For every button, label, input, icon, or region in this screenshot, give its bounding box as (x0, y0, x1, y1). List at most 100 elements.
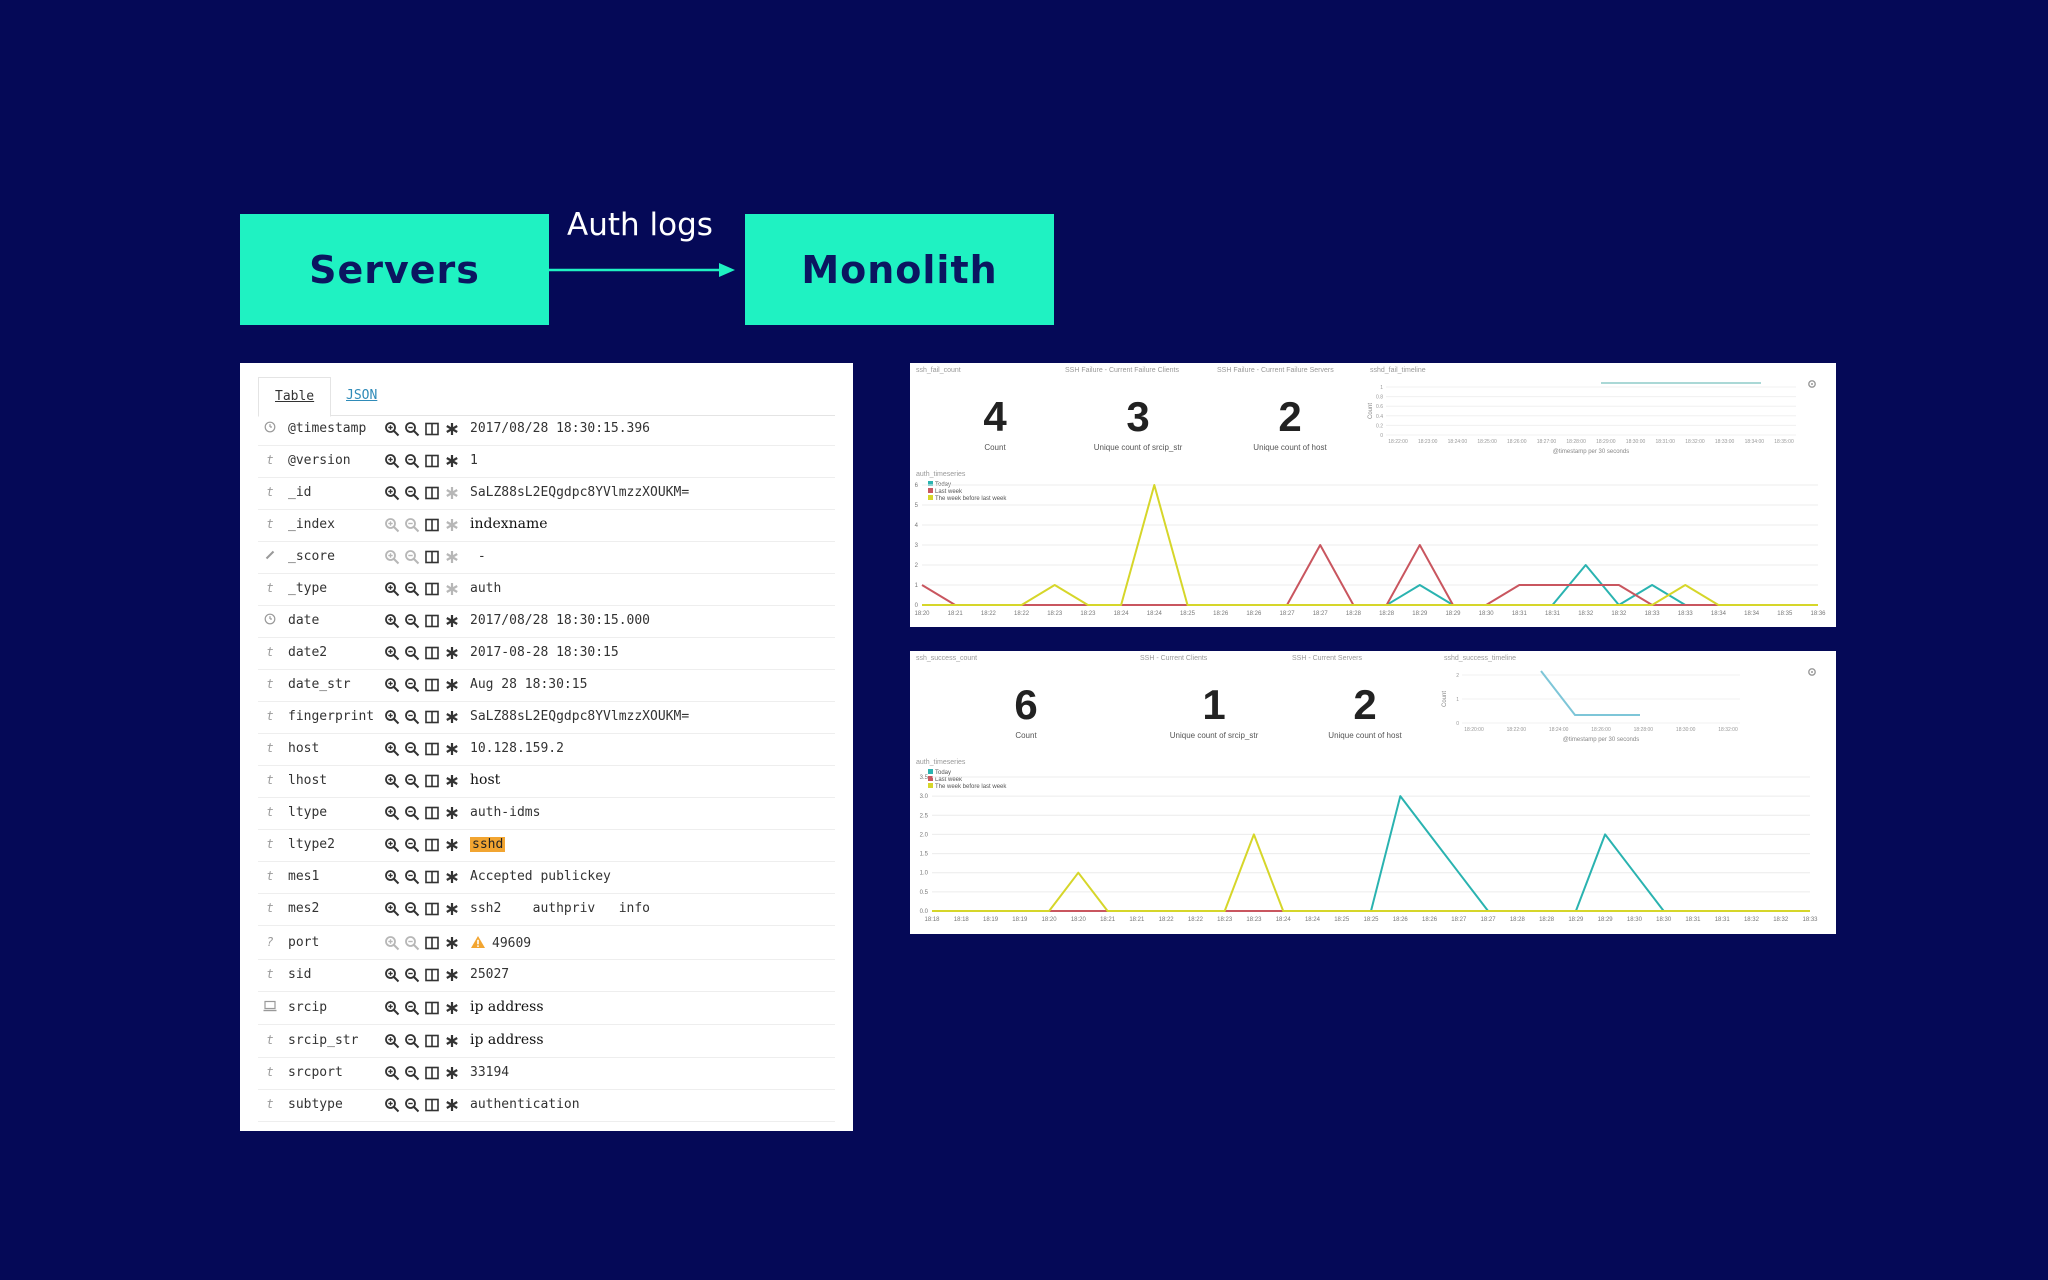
filter-exists-icon[interactable] (444, 1097, 460, 1113)
filter-out-value-icon[interactable] (404, 901, 420, 917)
filter-exists-icon[interactable] (444, 453, 460, 469)
filter-for-value-icon[interactable] (384, 709, 400, 725)
x-tick-label: 18:20 (1042, 917, 1058, 923)
filter-out-value-icon[interactable] (404, 709, 420, 725)
filter-exists-icon[interactable] (444, 517, 460, 533)
field-value-text: indexname (470, 516, 548, 532)
toggle-column-icon[interactable] (424, 517, 440, 533)
filter-exists-icon[interactable] (444, 485, 460, 501)
filter-exists-icon[interactable] (444, 805, 460, 821)
filter-exists-icon[interactable] (444, 741, 460, 757)
filter-exists-icon[interactable] (444, 1000, 460, 1016)
filter-for-value-icon[interactable] (384, 1000, 400, 1016)
filter-for-value-icon[interactable] (384, 517, 400, 533)
filter-for-value-icon[interactable] (384, 967, 400, 983)
filter-out-value-icon[interactable] (404, 967, 420, 983)
toggle-column-icon[interactable] (424, 613, 440, 629)
legend-label: Last week (935, 777, 963, 783)
toggle-column-icon[interactable] (424, 935, 440, 951)
filter-out-value-icon[interactable] (404, 581, 420, 597)
filter-for-value-icon[interactable] (384, 421, 400, 437)
toggle-column-icon[interactable] (424, 901, 440, 917)
toggle-column-icon[interactable] (424, 1000, 440, 1016)
filter-exists-icon[interactable] (444, 773, 460, 789)
filter-out-value-icon[interactable] (404, 869, 420, 885)
filter-exists-icon[interactable] (444, 581, 460, 597)
filter-for-value-icon[interactable] (384, 935, 400, 951)
filter-exists-icon[interactable] (444, 613, 460, 629)
toggle-column-icon[interactable] (424, 485, 440, 501)
tab-json[interactable]: JSON (346, 388, 378, 403)
filter-for-value-icon[interactable] (384, 869, 400, 885)
toggle-column-icon[interactable] (424, 805, 440, 821)
filter-exists-icon[interactable] (444, 837, 460, 853)
filter-for-value-icon[interactable] (384, 741, 400, 757)
field-name: fingerprint (288, 709, 375, 724)
filter-out-value-icon[interactable] (404, 453, 420, 469)
gear-icon[interactable] (1807, 667, 1817, 677)
filter-out-value-icon[interactable] (404, 613, 420, 629)
filter-for-value-icon[interactable] (384, 773, 400, 789)
filter-out-value-icon[interactable] (404, 837, 420, 853)
filter-out-value-icon[interactable] (404, 1097, 420, 1113)
filter-exists-icon[interactable] (444, 677, 460, 693)
filter-exists-icon[interactable] (444, 935, 460, 951)
filter-out-value-icon[interactable] (404, 421, 420, 437)
toggle-column-icon[interactable] (424, 1033, 440, 1049)
filter-out-value-icon[interactable] (404, 549, 420, 565)
x-tick-label: 18:32:00 (1718, 727, 1738, 733)
filter-exists-icon[interactable] (444, 869, 460, 885)
toggle-column-icon[interactable] (424, 1065, 440, 1081)
toggle-column-icon[interactable] (424, 773, 440, 789)
filter-out-value-icon[interactable] (404, 677, 420, 693)
filter-for-value-icon[interactable] (384, 1097, 400, 1113)
toggle-column-icon[interactable] (424, 549, 440, 565)
filter-for-value-icon[interactable] (384, 837, 400, 853)
filter-out-value-icon[interactable] (404, 741, 420, 757)
filter-for-value-icon[interactable] (384, 581, 400, 597)
panel-title: SSH - Current Clients (1140, 655, 1208, 662)
toggle-column-icon[interactable] (424, 453, 440, 469)
filter-out-value-icon[interactable] (404, 485, 420, 501)
toggle-column-icon[interactable] (424, 741, 440, 757)
field-row: t _type auth (258, 574, 835, 606)
toggle-column-icon[interactable] (424, 967, 440, 983)
toggle-column-icon[interactable] (424, 581, 440, 597)
filter-out-value-icon[interactable] (404, 935, 420, 951)
toggle-column-icon[interactable] (424, 709, 440, 725)
filter-exists-icon[interactable] (444, 901, 460, 917)
filter-exists-icon[interactable] (444, 1065, 460, 1081)
filter-for-value-icon[interactable] (384, 1065, 400, 1081)
filter-for-value-icon[interactable] (384, 805, 400, 821)
filter-exists-icon[interactable] (444, 421, 460, 437)
filter-out-value-icon[interactable] (404, 773, 420, 789)
toggle-column-icon[interactable] (424, 869, 440, 885)
filter-out-value-icon[interactable] (404, 805, 420, 821)
filter-for-value-icon[interactable] (384, 677, 400, 693)
toggle-column-icon[interactable] (424, 421, 440, 437)
filter-out-value-icon[interactable] (404, 645, 420, 661)
tab-table[interactable]: Table (258, 377, 332, 417)
field-row: t lhost host (258, 766, 835, 798)
toggle-column-icon[interactable] (424, 677, 440, 693)
filter-exists-icon[interactable] (444, 645, 460, 661)
filter-for-value-icon[interactable] (384, 613, 400, 629)
filter-for-value-icon[interactable] (384, 549, 400, 565)
filter-exists-icon[interactable] (444, 549, 460, 565)
filter-exists-icon[interactable] (444, 967, 460, 983)
gear-icon[interactable] (1807, 379, 1817, 389)
filter-out-value-icon[interactable] (404, 1033, 420, 1049)
toggle-column-icon[interactable] (424, 645, 440, 661)
filter-for-value-icon[interactable] (384, 453, 400, 469)
filter-out-value-icon[interactable] (404, 1000, 420, 1016)
filter-out-value-icon[interactable] (404, 1065, 420, 1081)
filter-exists-icon[interactable] (444, 709, 460, 725)
toggle-column-icon[interactable] (424, 1097, 440, 1113)
filter-out-value-icon[interactable] (404, 517, 420, 533)
filter-for-value-icon[interactable] (384, 901, 400, 917)
filter-for-value-icon[interactable] (384, 1033, 400, 1049)
filter-exists-icon[interactable] (444, 1033, 460, 1049)
filter-for-value-icon[interactable] (384, 645, 400, 661)
filter-for-value-icon[interactable] (384, 485, 400, 501)
toggle-column-icon[interactable] (424, 837, 440, 853)
